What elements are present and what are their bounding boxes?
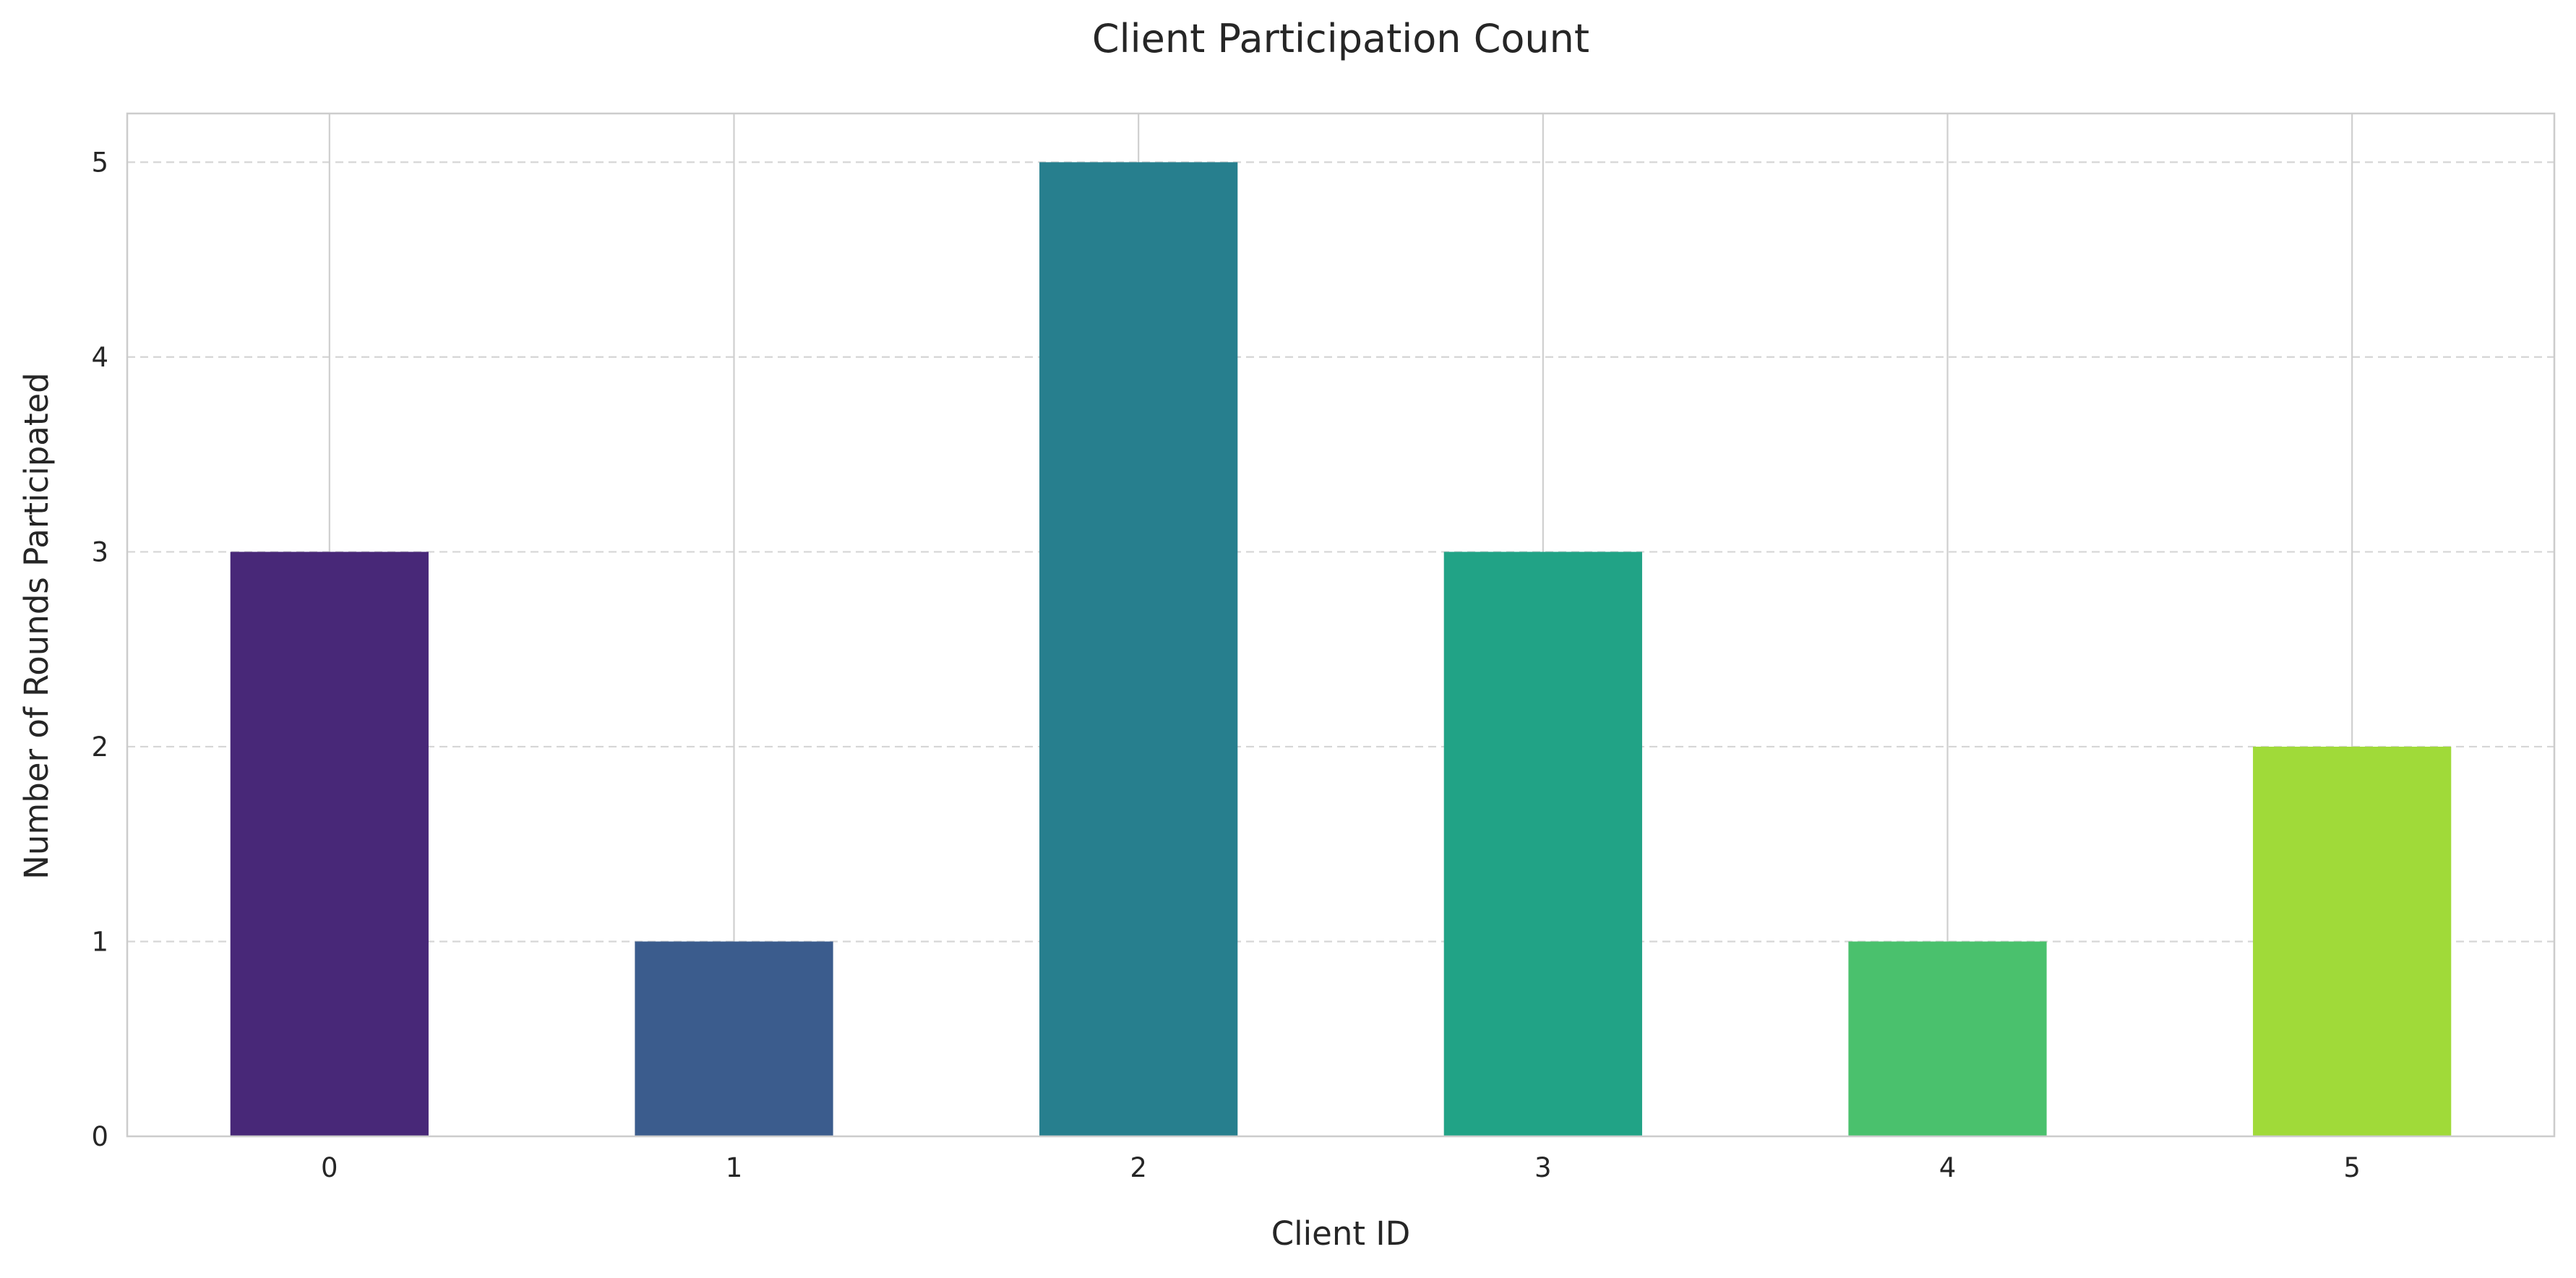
- y-tick-label: 0: [91, 1121, 108, 1152]
- x-tick-label: 3: [1534, 1152, 1552, 1183]
- x-tick-labels: 0 1 2 3 4 5: [321, 1152, 2361, 1183]
- x-tick-label: 1: [726, 1152, 743, 1183]
- bar-client-1: [635, 941, 833, 1136]
- x-axis-label: Client ID: [1271, 1214, 1411, 1253]
- x-tick-label: 5: [2343, 1152, 2361, 1183]
- y-tick-label: 5: [91, 147, 108, 178]
- bar-client-2: [1039, 162, 1238, 1136]
- bars: [230, 162, 2452, 1136]
- bar-client-0: [230, 552, 429, 1136]
- x-tick-label: 4: [1939, 1152, 1957, 1183]
- y-tick-label: 4: [91, 342, 108, 373]
- bar-client-5: [2253, 746, 2452, 1136]
- y-tick-label: 1: [91, 926, 108, 957]
- x-tick-label: 0: [321, 1152, 338, 1183]
- y-tick-label: 2: [91, 732, 108, 763]
- chart-title: Client Participation Count: [1092, 16, 1589, 61]
- y-axis-label: Number of Rounds Participated: [17, 372, 56, 880]
- plot-area-frame: [126, 112, 2556, 1138]
- x-tick-label: 2: [1130, 1152, 1147, 1183]
- bar-client-3: [1443, 552, 1642, 1136]
- y-tick-labels: 0 1 2 3 4 5: [91, 147, 108, 1152]
- y-tick-label: 3: [91, 536, 108, 567]
- bar-client-4: [1848, 941, 2047, 1136]
